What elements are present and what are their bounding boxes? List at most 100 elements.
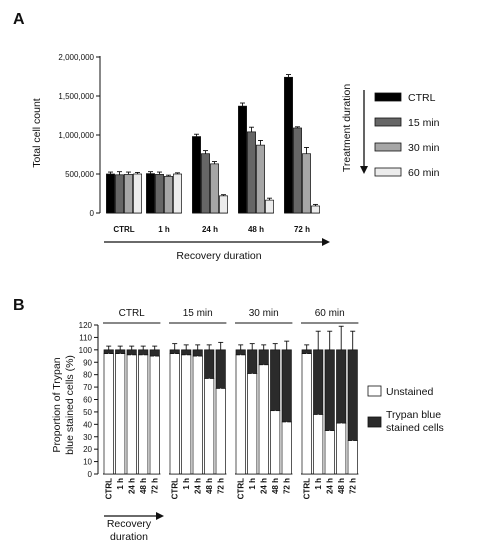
- panel-b-x-tick-label: CTRL: [237, 478, 246, 499]
- panel-b-y-tick-label: 50: [83, 408, 92, 417]
- panel-b-bar-unstained: [181, 354, 192, 475]
- panel-a-legend-label: CTRL: [408, 92, 436, 104]
- legend-stained-label-line2: stained cells: [386, 422, 444, 434]
- panel-a-y-axis-title: Total cell count: [31, 98, 43, 168]
- panel-a-y-tick-label: 1,500,000: [58, 92, 94, 101]
- panel-a-y-tick-label: 500,000: [65, 170, 94, 179]
- panel-a-legend-swatch: [374, 92, 402, 102]
- panel-a-legend-title: Treatment duration: [341, 84, 353, 172]
- panel-b-x-tick-label: 1 h: [248, 478, 257, 490]
- panel-b-bar-stained: [235, 349, 246, 356]
- panel-a-bar: [146, 173, 155, 214]
- panel-a-bar: [284, 76, 293, 214]
- panel-b-x-tick-label: 24 h: [260, 478, 269, 494]
- panel-b-x-tick-label: CTRL: [171, 478, 180, 499]
- panel-b-y-tick-label: 40: [83, 420, 92, 429]
- panel-b-bar-unstained: [301, 353, 312, 475]
- panel-b-bar-stained: [270, 349, 281, 412]
- panel-b-bar-stained: [301, 349, 312, 354]
- panel-b-y-tick-label: 80: [83, 371, 92, 380]
- panel-a-bar: [265, 199, 274, 214]
- panel-a-x-tick-label: 48 h: [248, 225, 264, 234]
- panel-b-bar-stained: [336, 349, 347, 424]
- panel-b-y-tick-label: 10: [83, 458, 92, 467]
- panel-b-bar-stained: [115, 349, 126, 354]
- panel-b-x-tick-label: CTRL: [105, 478, 114, 499]
- panel-b-bar-unstained: [270, 410, 281, 475]
- panel-b-bar-unstained: [103, 353, 114, 475]
- panel-a-x-tick-label: 1 h: [158, 225, 170, 234]
- panel-b-bar-stained: [347, 349, 358, 441]
- panel-b-x-tick-label: 1 h: [116, 478, 125, 490]
- panel-a-bar: [256, 144, 265, 214]
- panel-b-x-tick-label: 1 h: [182, 478, 191, 490]
- panel-b-y-tick-label: 60: [83, 396, 92, 405]
- panel-a-bar: [164, 175, 173, 214]
- panel-a-legend: CTRL 15 min 30 min 60 min: [360, 90, 440, 179]
- panel-a-bar: [173, 173, 182, 214]
- panel-b-x-tick-label: 72 h: [283, 478, 292, 494]
- panel-a-bar: [302, 153, 311, 214]
- panel-a-x-tick-label: 72 h: [294, 225, 310, 234]
- panel-b-bar-unstained: [149, 355, 160, 475]
- panel-b-bar-stained: [313, 349, 324, 415]
- panel-b-bar-stained: [138, 349, 149, 356]
- panel-b-x-tick-label: 24 h: [326, 478, 335, 494]
- panel-a-y-tick-label: 2,000,000: [58, 53, 94, 62]
- panel-a-x-tick-label: 24 h: [202, 225, 218, 234]
- panel-a-bar: [106, 173, 115, 214]
- panel-b-x-tick-label: 24 h: [194, 478, 203, 494]
- panel-a-bar: [115, 174, 124, 214]
- panel-b-x-axis-title-line1: Recovery: [107, 518, 152, 530]
- panel-a-bar: [293, 127, 302, 214]
- panel-b-y-tick-label: 90: [83, 358, 92, 367]
- panel-b-x-tick-label: 72 h: [151, 478, 160, 494]
- panel-b-y-tick-label: 120: [79, 321, 93, 330]
- panel-b-legend: Unstained Trypan blue stained cells: [367, 385, 444, 434]
- panel-b-group-label: 15 min: [183, 308, 213, 319]
- panel-b-label: B: [13, 297, 25, 314]
- panel-a-bar: [201, 153, 210, 214]
- panel-a-bar: [247, 131, 256, 214]
- panel-b-bar-unstained: [258, 364, 269, 475]
- panel-b-y-axis-title-line1: Proportion of Trypan: [51, 357, 63, 452]
- panel-b-bar-stained: [181, 349, 192, 356]
- panel-b-x-tick-label: 24 h: [128, 478, 137, 494]
- panel-a-legend-label: 15 min: [408, 117, 440, 129]
- panel-b-y-axis-title-line2: blue stained cells (%): [64, 355, 76, 455]
- panel-b-bar-stained: [149, 349, 160, 357]
- legend-unstained-swatch: [367, 385, 382, 397]
- panel-b-bar-stained: [169, 349, 180, 354]
- panel-a-legend-swatch: [374, 167, 402, 177]
- panel-b-x-axis-title-line2: duration: [110, 531, 148, 543]
- panel-a-bar: [133, 173, 142, 214]
- panel-b-bar-stained: [215, 349, 226, 389]
- panel-b-bars: [103, 325, 358, 475]
- panel-a-y-tick-label: 1,000,000: [58, 131, 94, 140]
- panel-a-bar: [210, 163, 219, 214]
- panel-b-bar-unstained: [169, 353, 180, 475]
- legend-stained-swatch: [367, 416, 382, 428]
- panel-b-y-tick-label: 0: [88, 470, 93, 479]
- panel-b-x-tick-label: 48 h: [139, 478, 148, 494]
- panel-b-y-tick-label: 70: [83, 383, 92, 392]
- legend-stained-label-line1: Trypan blue: [386, 409, 441, 421]
- panel-b-bar-unstained: [204, 378, 215, 475]
- panel-b-x-tick-label: 72 h: [349, 478, 358, 494]
- panel-b-bar-unstained: [115, 353, 126, 475]
- panel-a-x-axis-title: Recovery duration: [176, 250, 261, 262]
- panel-b-x-tick-label: CTRL: [303, 478, 312, 499]
- panel-b-y-tick-label: 110: [79, 333, 92, 342]
- panel-a-bar: [124, 174, 133, 214]
- panel-b-x-tick-label: 48 h: [205, 478, 214, 494]
- panel-a-legend-swatch: [374, 142, 402, 152]
- panel-a-label: A: [13, 11, 25, 28]
- panel-b-bar-stained: [324, 349, 335, 431]
- panel-b-group-label: CTRL: [119, 308, 146, 319]
- panel-b-bar-unstained: [126, 354, 137, 475]
- panel-b-bar-unstained: [192, 355, 203, 475]
- panel-b-y-tick-label: 100: [79, 346, 93, 355]
- panel-b-bar-unstained: [247, 373, 258, 475]
- panel-a-legend-swatch: [374, 117, 402, 127]
- panel-a-x-tick-label: CTRL: [113, 225, 134, 234]
